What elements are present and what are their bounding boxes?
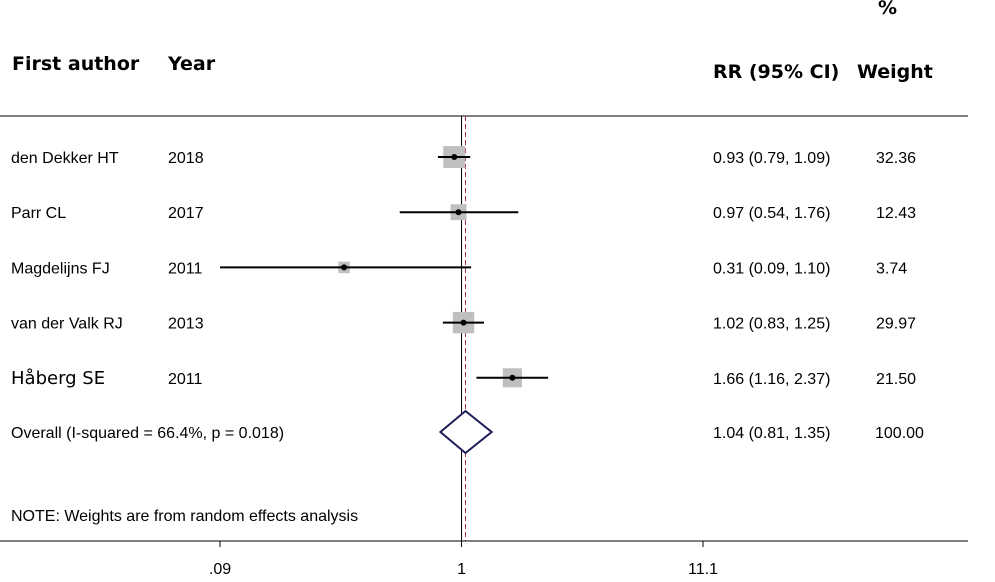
header-rr-ci: RR (95% CI)	[713, 61, 839, 83]
study-rr-ci: 1.66 (1.16, 2.37)	[713, 371, 830, 388]
header-weight: Weight	[857, 61, 933, 83]
study-author: Håberg SE	[11, 368, 105, 389]
study-author: Parr CL	[11, 205, 66, 222]
study-weight: 29.97	[876, 316, 916, 333]
study-point-estimate	[341, 264, 348, 271]
study-year: 2018	[168, 150, 204, 167]
overall-rr-ci: 1.04 (0.81, 1.35)	[713, 425, 830, 442]
overall-row: Overall (I-squared = 66.4%, p = 0.018) 1.…	[11, 409, 924, 455]
study-year: 2013	[168, 316, 204, 333]
study-year: 2011	[168, 260, 203, 277]
study-rows: den Dekker HT 2018 0.93 (0.79, 1.09) 32.36 P…	[11, 146, 916, 389]
study-rr-ci: 0.31 (0.09, 1.10)	[713, 260, 830, 277]
study-author: den Dekker HT	[11, 150, 119, 167]
x-tick-label: 11.1	[688, 561, 718, 578]
header-weight-percent: %	[878, 0, 897, 19]
study-weight: 21.50	[876, 371, 916, 388]
study-point-estimate	[460, 319, 467, 326]
x-tick-label: 1	[457, 561, 466, 578]
study-point-estimate	[509, 374, 516, 381]
study-weight: 32.36	[876, 150, 916, 167]
header-year: Year	[167, 53, 216, 75]
study-point-estimate	[455, 209, 462, 216]
study-author: Magdelijns FJ	[11, 260, 110, 277]
x-axis-ticks: .09 1 11.1	[209, 541, 718, 578]
study-weight: 3.74	[876, 260, 907, 277]
study-author: van der Valk RJ	[11, 316, 123, 333]
study-year: 2017	[168, 205, 204, 222]
study-point-estimate	[451, 154, 458, 160]
header-first-author: First author	[12, 53, 140, 75]
overall-diamond	[438, 409, 494, 455]
overall-weight: 100.00	[875, 425, 924, 442]
study-rr-ci: 0.93 (0.79, 1.09)	[713, 150, 830, 167]
study-rr-ci: 1.02 (0.83, 1.25)	[713, 316, 830, 333]
study-year: 2011	[168, 371, 203, 388]
weights-note: NOTE: Weights are from random effects an…	[11, 508, 358, 525]
x-tick-label: .09	[209, 561, 231, 578]
overall-label: Overall (I-squared = 66.4%, p = 0.018)	[11, 425, 284, 442]
study-weight: 12.43	[876, 205, 916, 222]
study-rr-ci: 0.97 (0.54, 1.76)	[713, 205, 830, 222]
